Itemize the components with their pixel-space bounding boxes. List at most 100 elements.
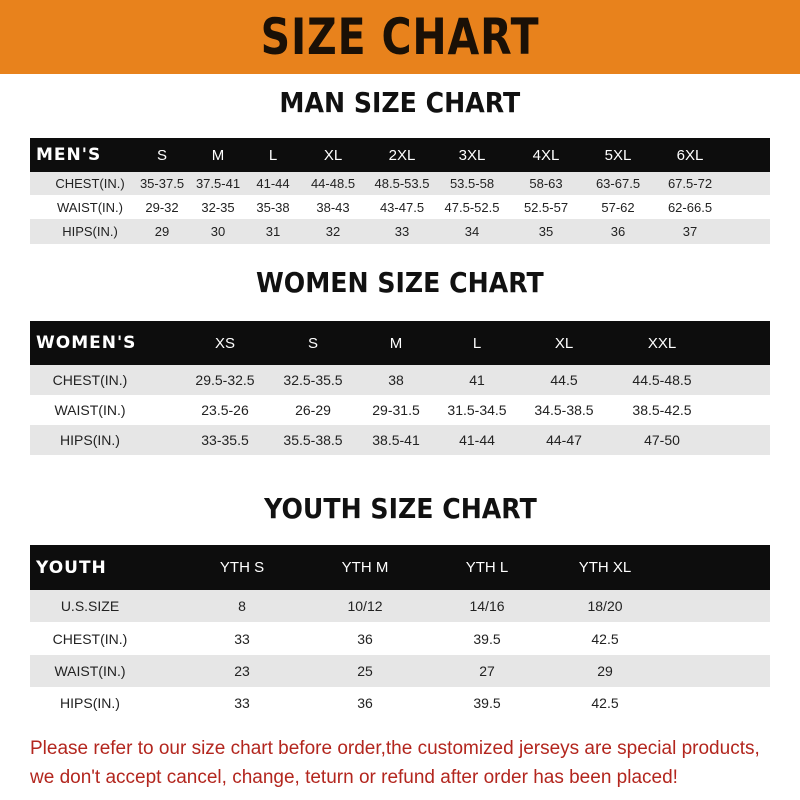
men-section-title: MAN SIZE CHART [279, 86, 521, 119]
measurement-cell: 18/20 [587, 598, 623, 614]
size-header-cell: YTH L [465, 559, 509, 576]
measurement-cell: 32 [325, 224, 341, 239]
women-size-table: WOMEN'S XS S M L XL XXL CHEST(IN.) 29.5-32.5 32.5… [30, 321, 770, 455]
size-header-cell: 4XL [532, 146, 560, 164]
measurement-cell: 58-63 [529, 176, 563, 191]
measurement-cell: 33-35.5 [201, 432, 249, 448]
row-label: HIPS(IN.) [60, 432, 120, 448]
measurement-cell: 29 [597, 663, 613, 679]
measurement-cell: 37 [682, 224, 698, 239]
size-header-cell: XS [214, 334, 236, 352]
measurement-cell: 47-50 [644, 432, 680, 448]
measurement-cell: 47.5-52.5 [444, 199, 500, 215]
measurement-cell: 27 [479, 663, 495, 679]
measurement-cell: 36 [610, 224, 626, 239]
men-size-table: MEN'S S M L XL 2XL 3XL 4XL 5XL 6XL CHEST(IN.) 35-37… [30, 138, 770, 244]
measurement-cell: 34.5-38.5 [534, 402, 594, 418]
table-row: CHEST(IN.) 33 36 39.5 42.5 [30, 622, 770, 655]
row-label: WAIST(IN.) [57, 199, 123, 215]
measurement-cell: 44.5-48.5 [632, 372, 692, 388]
measurement-cell: 31.5-34.5 [447, 402, 507, 418]
row-label: U.S.SIZE [60, 598, 120, 614]
measurement-cell: 67.5-72 [667, 176, 713, 191]
measurement-cell: 39.5 [473, 695, 501, 711]
notice-line-2: we don't accept cancel, change, teturn o… [30, 767, 678, 788]
size-header-cell: 2XL [388, 146, 416, 164]
row-label: HIPS(IN.) [60, 695, 120, 711]
measurement-cell: 33 [234, 630, 250, 647]
youth-size-table: YOUTH YTH S YTH M YTH L YTH XL U.S.SIZE 8 10/12… [30, 545, 770, 719]
measurement-cell: 35-37.5 [139, 176, 185, 191]
measurement-cell: 38 [388, 372, 404, 388]
measurement-cell: 39.5 [473, 630, 501, 647]
measurement-cell: 25 [357, 663, 373, 679]
table-row: WAIST(IN.) 23.5-26 26-29 29-31.5 31.5-34.5 34… [30, 395, 770, 425]
measurement-cell: 41 [469, 372, 485, 388]
banner-title: SIZE CHART [260, 8, 540, 66]
measurement-cell: 35 [538, 224, 554, 239]
notice-line-1: Please refer to our size chart before or… [30, 738, 760, 759]
row-label: CHEST(IN.) [55, 176, 125, 191]
size-header-cell: M [389, 334, 403, 352]
measurement-cell: 44-48.5 [310, 176, 356, 191]
measurement-cell: 23 [234, 663, 250, 679]
size-header-cell: S [156, 146, 168, 164]
row-label: WAIST(IN.) [54, 402, 126, 418]
size-header-cell: XL [554, 334, 574, 352]
table-title-cell: YOUTH [36, 557, 107, 578]
women-section-title: WOMEN SIZE CHART [256, 266, 544, 299]
size-header-cell: YTH XL [578, 559, 632, 576]
measurement-cell: 44.5 [550, 372, 578, 388]
measurement-cell: 29.5-32.5 [195, 372, 255, 388]
measurement-cell: 44-47 [546, 432, 582, 448]
table-row: HIPS(IN.) 33 36 39.5 42.5 [30, 687, 770, 719]
row-label: HIPS(IN.) [62, 224, 118, 239]
row-label: CHEST(IN.) [52, 372, 128, 388]
size-header-cell: 5XL [604, 146, 632, 164]
row-label: CHEST(IN.) [52, 630, 128, 647]
order-notice: Please refer to our size chart before or… [30, 734, 790, 792]
women-header-row: WOMEN'S XS S M L XL XXL [30, 321, 770, 365]
measurement-cell: 63-67.5 [595, 176, 641, 191]
table-row: HIPS(IN.) 33-35.5 35.5-38.5 38.5-41 41-44 44-… [30, 425, 770, 455]
measurement-cell: 29-32 [145, 199, 179, 215]
size-header-cell: L [268, 146, 278, 164]
measurement-cell: 48.5-53.5 [374, 176, 430, 191]
measurement-cell: 52.5-57 [523, 199, 569, 215]
measurement-cell: 23.5-26 [201, 402, 249, 418]
measurement-cell: 53.5-58 [449, 176, 495, 191]
size-chart-banner: SIZE CHART [0, 0, 800, 74]
measurement-cell: 14/16 [469, 598, 505, 614]
measurement-cell: 33 [394, 224, 410, 239]
table-title-cell: WOMEN'S [36, 333, 137, 353]
table-row: WAIST(IN.) 29-32 32-35 35-38 38-43 43-47.5 47.… [30, 195, 770, 219]
measurement-cell: 37.5-41 [195, 176, 241, 191]
youth-section-title: YOUTH SIZE CHART [263, 492, 537, 525]
measurement-cell: 41-44 [459, 432, 495, 448]
measurement-cell: 62-66.5 [667, 199, 713, 215]
size-header-cell: L [472, 334, 482, 352]
measurement-cell: 30 [210, 224, 226, 239]
measurement-cell: 8 [238, 598, 246, 614]
measurement-cell: 29-31.5 [372, 402, 420, 418]
table-row: CHEST(IN.) 35-37.5 37.5-41 41-44 44-48.5 48.5… [30, 172, 770, 195]
measurement-cell: 34 [464, 224, 480, 239]
measurement-cell: 42.5 [591, 630, 619, 647]
size-header-cell: XXL [647, 334, 677, 352]
measurement-cell: 36 [357, 630, 373, 647]
size-header-cell: YTH M [341, 559, 389, 576]
measurement-cell: 38-43 [316, 199, 350, 215]
size-header-cell: M [211, 146, 225, 164]
measurement-cell: 33 [234, 695, 250, 711]
measurement-cell: 42.5 [591, 695, 619, 711]
measurement-cell: 29 [154, 224, 170, 239]
measurement-cell: 35-38 [256, 199, 290, 215]
measurement-cell: 38.5-41 [372, 432, 420, 448]
measurement-cell: 10/12 [347, 598, 383, 614]
measurement-cell: 31 [265, 224, 281, 239]
size-header-cell: YTH S [219, 559, 265, 576]
table-title-cell: MEN'S [36, 145, 102, 165]
measurement-cell: 57-62 [601, 199, 635, 215]
measurement-cell: 38.5-42.5 [632, 402, 692, 418]
measurement-cell: 41-44 [256, 176, 290, 191]
